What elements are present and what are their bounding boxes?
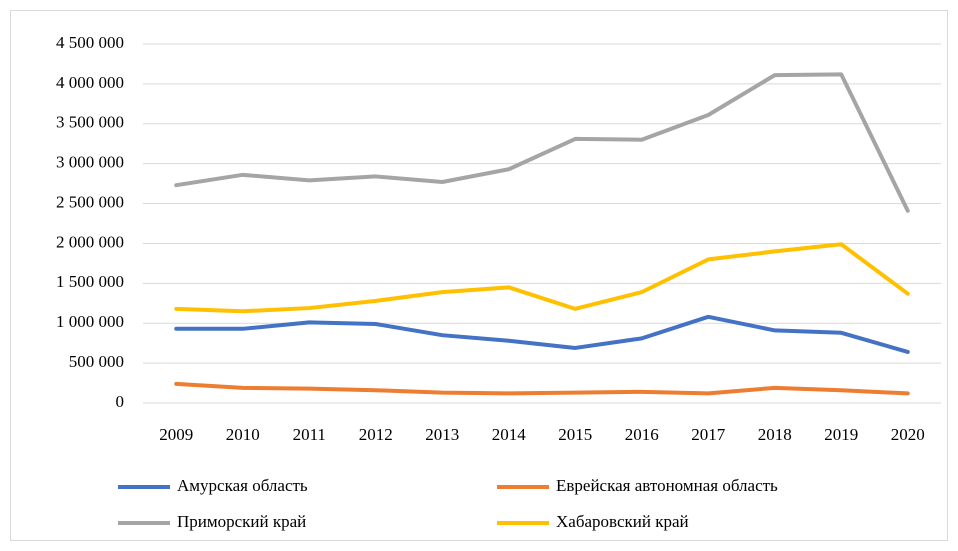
y-tick-label: 2 500 000 — [56, 192, 124, 211]
x-tick-label: 2010 — [226, 425, 260, 444]
x-tick-label: 2017 — [691, 425, 726, 444]
legend-label: Амурская область — [177, 476, 308, 495]
y-tick-label: 2 000 000 — [56, 232, 124, 251]
x-tick-label: 2009 — [159, 425, 193, 444]
legend-label: Приморский край — [177, 512, 306, 531]
y-tick-label: 3 500 000 — [56, 113, 124, 132]
chart-frame — [10, 10, 948, 541]
x-tick-label: 2013 — [425, 425, 459, 444]
x-tick-label: 2011 — [293, 425, 326, 444]
x-tick-label: 2016 — [625, 425, 659, 444]
y-tick-label: 4 500 000 — [56, 33, 124, 52]
series-line — [174, 314, 910, 354]
x-tick-label: 2012 — [359, 425, 393, 444]
y-tick-label: 1 500 000 — [56, 272, 124, 291]
x-tick-label: 2018 — [758, 425, 792, 444]
legend-label: Хабаровский край — [556, 512, 689, 531]
x-tick-label: 2020 — [891, 425, 925, 444]
series-line — [174, 242, 910, 314]
x-tick-label: 2014 — [492, 425, 527, 444]
series-line — [174, 381, 910, 396]
y-tick-label: 500 000 — [69, 352, 124, 371]
y-tick-label: 4 000 000 — [56, 73, 124, 92]
series-line — [174, 72, 910, 213]
legend-label: Еврейская автономная область — [556, 476, 778, 495]
y-tick-label: 1 000 000 — [56, 312, 124, 331]
x-tick-label: 2019 — [824, 425, 858, 444]
y-tick-label: 3 000 000 — [56, 153, 124, 172]
y-tick-label: 0 — [116, 392, 125, 411]
x-tick-label: 2015 — [558, 425, 592, 444]
